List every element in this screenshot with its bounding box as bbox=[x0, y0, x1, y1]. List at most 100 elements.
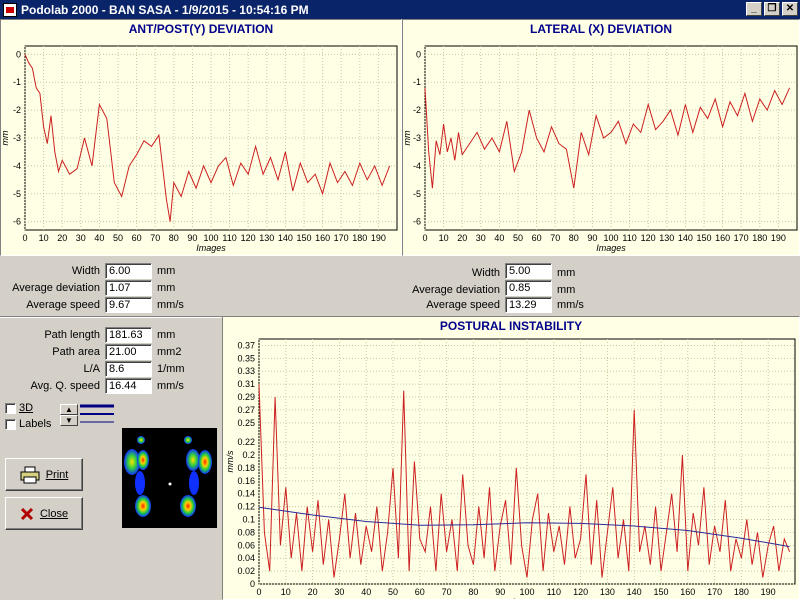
lat-dev-field[interactable]: 0.85 bbox=[505, 280, 552, 296]
x-tick-label: 120 bbox=[241, 233, 256, 243]
lat-width-field[interactable]: 5.00 bbox=[505, 263, 552, 279]
trend-line bbox=[258, 506, 790, 548]
lat-speed-label: Average speed bbox=[426, 299, 500, 311]
ap-speed-field[interactable]: 9.67 bbox=[105, 297, 152, 313]
path-length-field[interactable]: 181.63 bbox=[105, 327, 152, 343]
lat-chart-title: LATERAL (X) DEVIATION bbox=[530, 22, 672, 36]
x-tick-label: 60 bbox=[415, 587, 425, 597]
x-tick-label: 190 bbox=[761, 587, 776, 597]
y-tick-label: 0.14 bbox=[237, 489, 255, 499]
x-tick-label: 40 bbox=[494, 233, 504, 243]
x-tick-label: 20 bbox=[308, 587, 318, 597]
y-tick-label: -4 bbox=[413, 161, 421, 171]
x-axis-label: Images bbox=[196, 243, 226, 253]
x-tick-label: 70 bbox=[442, 587, 452, 597]
x-tick-label: 40 bbox=[361, 587, 371, 597]
y-tick-label: 0.33 bbox=[237, 366, 255, 376]
y-tick-label: 0.37 bbox=[237, 340, 255, 350]
ap-width-field[interactable]: 6.00 bbox=[105, 263, 152, 279]
x-tick-label: 140 bbox=[627, 587, 642, 597]
x-tick-label: 160 bbox=[715, 233, 730, 243]
y-tick-label: -2 bbox=[413, 105, 421, 115]
checkbox-3d-label: 3D bbox=[19, 402, 34, 414]
close-label: Close bbox=[39, 507, 69, 520]
close-window-button[interactable]: ✕ bbox=[782, 2, 798, 16]
checkbox-3d[interactable]: 3D bbox=[5, 402, 33, 414]
y-tick-label: 0.2 bbox=[242, 450, 255, 460]
x-tick-label: 20 bbox=[57, 233, 67, 243]
y-tick-label: 0.29 bbox=[237, 392, 255, 402]
x-axis-label: Images bbox=[512, 597, 542, 599]
la-field[interactable]: 8.6 bbox=[105, 361, 152, 377]
x-tick-label: 160 bbox=[680, 587, 695, 597]
x-tick-label: 60 bbox=[132, 233, 142, 243]
path-area-unit: mm2 bbox=[157, 346, 182, 358]
print-label: Print bbox=[45, 468, 69, 481]
x-tick-label: 130 bbox=[600, 587, 615, 597]
spin-down-button[interactable]: ▼ bbox=[60, 415, 78, 426]
lat-dev-label: Average deviation bbox=[412, 284, 500, 296]
y-axis-label: mm bbox=[1, 130, 10, 145]
x-tick-label: 0 bbox=[22, 233, 27, 243]
divider bbox=[0, 316, 222, 317]
checkbox-labels-label: Labels bbox=[19, 418, 52, 430]
x-tick-label: 80 bbox=[569, 233, 579, 243]
y-tick-label: -1 bbox=[413, 77, 421, 87]
x-tick-label: 150 bbox=[696, 233, 711, 243]
x-tick-label: 120 bbox=[573, 587, 588, 597]
spin-up-button[interactable]: ▲ bbox=[60, 404, 78, 415]
x-tick-label: 0 bbox=[256, 587, 261, 597]
avg-q-speed-unit: mm/s bbox=[157, 380, 184, 392]
path-length-unit: mm bbox=[157, 329, 176, 341]
la-unit: 1/mm bbox=[157, 363, 185, 375]
y-tick-label: 0 bbox=[16, 49, 21, 59]
y-tick-label: -5 bbox=[13, 189, 21, 199]
line-width-sample bbox=[80, 404, 114, 423]
checkbox-labels[interactable]: Labels bbox=[5, 418, 51, 430]
y-tick-label: -6 bbox=[413, 217, 421, 227]
y-tick-label: 0.1 bbox=[242, 515, 255, 525]
x-tick-label: 70 bbox=[150, 233, 160, 243]
avg-q-speed-field[interactable]: 16.44 bbox=[105, 378, 152, 394]
ap-dev-label: Average deviation bbox=[12, 282, 100, 294]
y-tick-label: -3 bbox=[13, 133, 21, 143]
x-tick-label: 0 bbox=[422, 233, 427, 243]
ap-speed-unit: mm/s bbox=[157, 299, 184, 311]
left-foot bbox=[124, 436, 151, 517]
x-tick-label: 180 bbox=[734, 587, 749, 597]
y-tick-label: 0.08 bbox=[237, 527, 255, 537]
y-tick-label: 0.04 bbox=[237, 553, 255, 563]
close-button[interactable]: Close bbox=[5, 497, 83, 530]
x-tick-label: 100 bbox=[519, 587, 534, 597]
y-tick-label: 0.18 bbox=[237, 463, 255, 473]
center-of-pressure-marker bbox=[168, 482, 172, 486]
x-tick-label: 130 bbox=[659, 233, 674, 243]
x-tick-label: 140 bbox=[278, 233, 293, 243]
footprint-pressure-map bbox=[122, 428, 217, 528]
print-button[interactable]: Print bbox=[5, 458, 83, 491]
x-tick-label: 150 bbox=[296, 233, 311, 243]
x-tick-label: 90 bbox=[187, 233, 197, 243]
lat-dev-unit: mm bbox=[557, 284, 576, 296]
lateral-deviation-chart: 0 10 20 30 40 50 60 70 80 90 100 110 120 130 140 150 160… bbox=[402, 45, 798, 253]
ap-dev-field[interactable]: 1.07 bbox=[105, 280, 152, 296]
y-tick-label: -1 bbox=[13, 77, 21, 87]
x-tick-label: 150 bbox=[653, 587, 668, 597]
checkbox-labels-box[interactable] bbox=[5, 418, 16, 430]
title-bar: Podolab 2000 - BAN SASA - 1/9/2015 - 10:… bbox=[0, 0, 800, 19]
x-tick-label: 10 bbox=[39, 233, 49, 243]
postural-instability-panel: POSTURAL INSTABILITY 0 10 20 30 40 50 60 70 80 90… bbox=[222, 316, 800, 600]
checkbox-3d-box[interactable] bbox=[5, 402, 16, 414]
restore-button[interactable]: ❐ bbox=[764, 2, 780, 16]
x-tick-label: 160 bbox=[315, 233, 330, 243]
minimize-button[interactable]: _ bbox=[746, 2, 762, 16]
lat-speed-field[interactable]: 13.29 bbox=[505, 297, 552, 313]
y-tick-label: 0.02 bbox=[237, 566, 255, 576]
x-tick-label: 50 bbox=[113, 233, 123, 243]
x-tick-label: 20 bbox=[457, 233, 467, 243]
path-area-field[interactable]: 21.00 bbox=[105, 344, 152, 360]
lat-speed-unit: mm/s bbox=[557, 299, 584, 311]
x-tick-label: 100 bbox=[203, 233, 218, 243]
printer-icon bbox=[20, 466, 40, 483]
x-tick-label: 70 bbox=[550, 233, 560, 243]
